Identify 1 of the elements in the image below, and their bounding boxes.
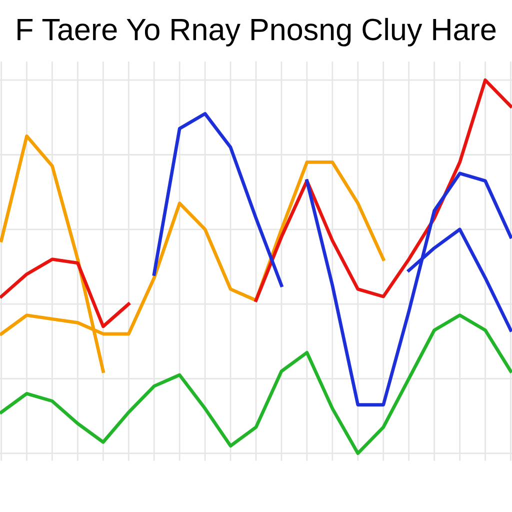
chart-title: F Taere Yo Rnay Pnosng Cluy Hare [18,18,496,46]
